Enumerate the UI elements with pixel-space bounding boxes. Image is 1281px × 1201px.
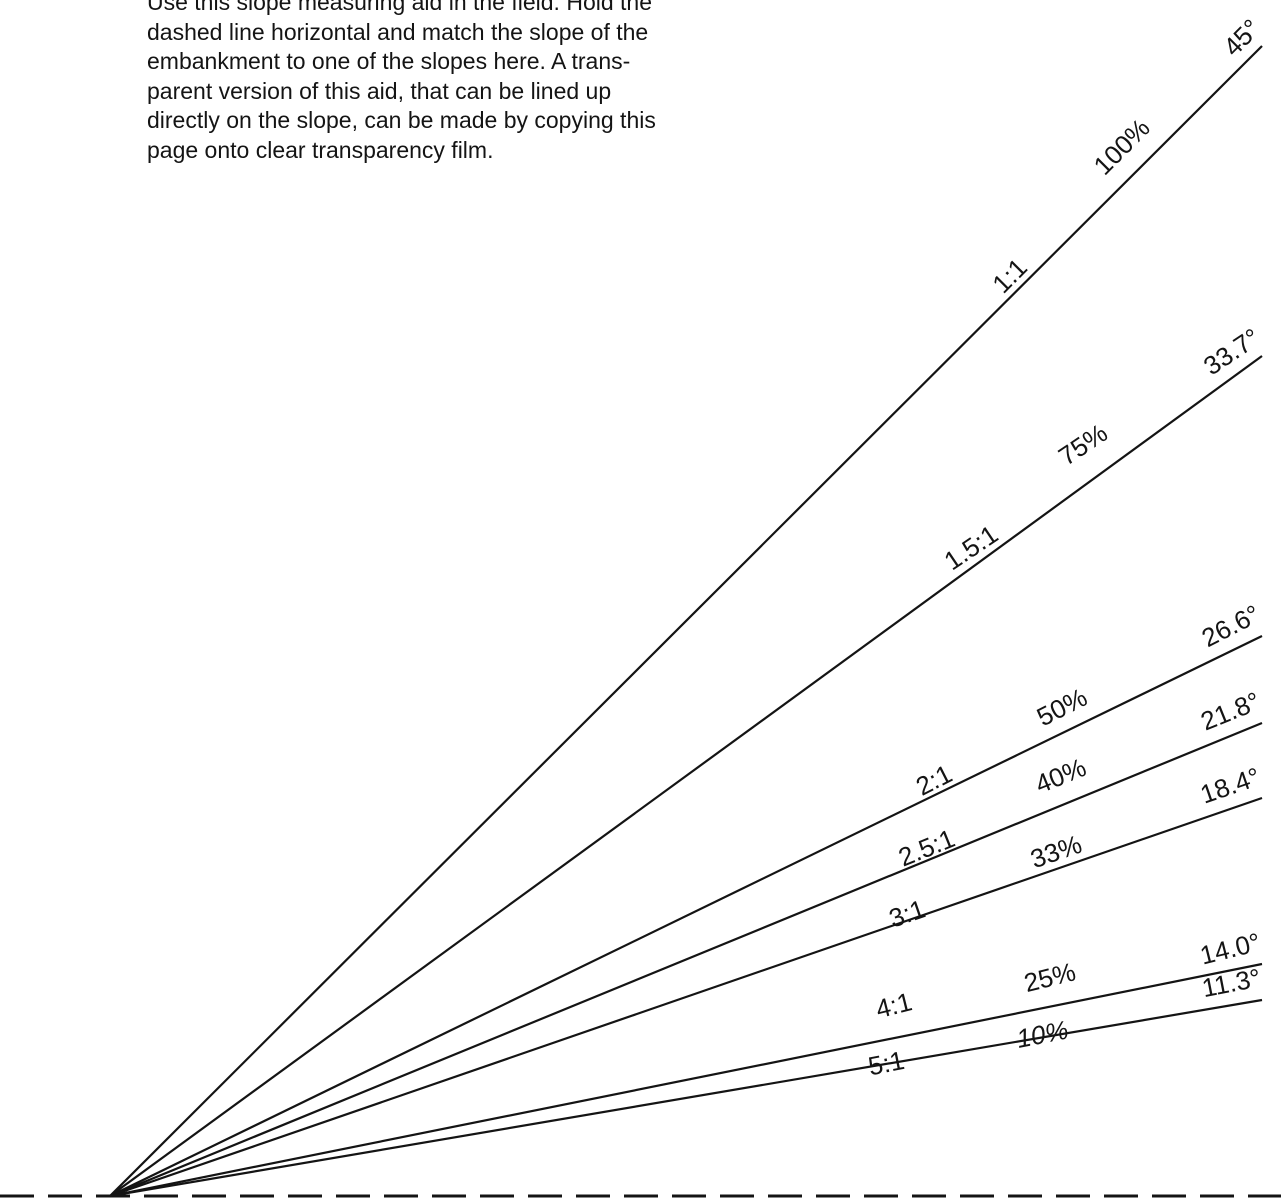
slope-line-1-to-1 bbox=[109, 45, 1263, 1197]
ratio-label: 5:1 bbox=[866, 1045, 907, 1081]
instructions-line: directly on the slope, can be made by co… bbox=[147, 107, 656, 133]
ratio-label: 3:1 bbox=[885, 893, 929, 933]
percent-label: 40% bbox=[1031, 752, 1090, 799]
slope-line-4-to-1 bbox=[109, 962, 1263, 1198]
percent-label: 100% bbox=[1088, 113, 1156, 181]
slope-line-1.5-to-1 bbox=[109, 355, 1263, 1197]
percent-label: 10% bbox=[1014, 1014, 1071, 1053]
percent-label: 25% bbox=[1021, 956, 1079, 998]
angle-label: 21.8° bbox=[1196, 686, 1264, 737]
angle-label: 26.6° bbox=[1197, 599, 1265, 653]
instructions-line: Use this slope measuring aid in the fiel… bbox=[147, 0, 653, 15]
percent-label: 50% bbox=[1032, 682, 1092, 732]
percent-label: 33% bbox=[1027, 829, 1086, 874]
angle-label: 45° bbox=[1217, 13, 1266, 62]
angle-label: 33.7° bbox=[1198, 322, 1265, 381]
instructions-line: dashed line horizontal and match the slo… bbox=[147, 18, 649, 45]
slope-line-3-to-1 bbox=[109, 796, 1263, 1198]
slope-line-2-to-1 bbox=[109, 635, 1263, 1197]
ratio-label: 2.5:1 bbox=[894, 823, 959, 872]
ratio-label: 2:1 bbox=[911, 758, 957, 801]
ratio-label: 1:1 bbox=[986, 252, 1033, 299]
angle-label: 18.4° bbox=[1196, 761, 1263, 809]
slope-lines bbox=[109, 45, 1263, 1198]
slope-line-5-to-1 bbox=[109, 998, 1263, 1198]
slope-line-2.5-to-1 bbox=[109, 721, 1263, 1198]
instructions-line: page onto clear transparency film. bbox=[147, 136, 494, 163]
percent-label: 75% bbox=[1053, 418, 1113, 472]
ratio-label: 4:1 bbox=[873, 986, 915, 1024]
instructions-line: parent version of this aid, that can be … bbox=[147, 77, 612, 104]
instructions-text: Use this slope measuring aid in the fiel… bbox=[147, 0, 707, 165]
instructions-line: embankment to one of the slopes here. A … bbox=[147, 48, 631, 74]
